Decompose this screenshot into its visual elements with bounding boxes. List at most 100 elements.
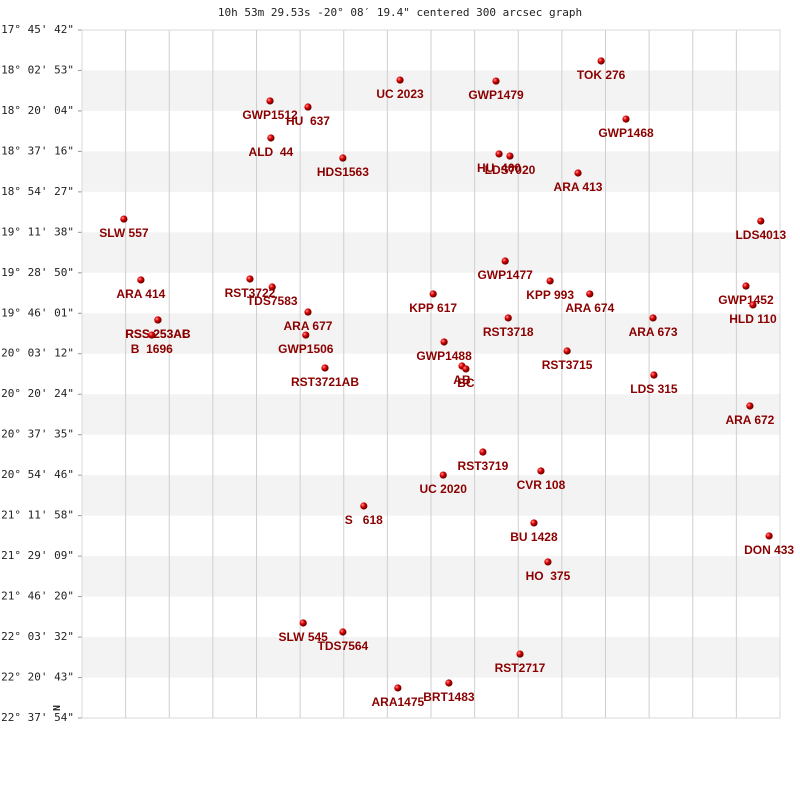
star bbox=[396, 76, 404, 84]
star bbox=[429, 290, 437, 298]
star bbox=[622, 115, 630, 123]
star-label: ARA 413 bbox=[554, 180, 603, 194]
star bbox=[749, 301, 757, 309]
star-label: ALD 44 bbox=[249, 145, 294, 159]
star-label: HLD 110 bbox=[729, 312, 777, 326]
y-tick-label: -22° 20' 43" bbox=[0, 671, 74, 684]
star bbox=[304, 103, 312, 111]
star-label: LDS 315 bbox=[630, 382, 678, 396]
star bbox=[302, 331, 310, 339]
star bbox=[546, 277, 554, 285]
compass-label: N bbox=[52, 705, 63, 711]
star-label: RST3718 bbox=[483, 325, 534, 339]
star bbox=[321, 364, 329, 372]
star bbox=[439, 471, 447, 479]
star bbox=[148, 331, 156, 339]
star-label: GWP1452 bbox=[718, 293, 774, 307]
star bbox=[574, 169, 582, 177]
star-label: KPP 617 bbox=[409, 301, 457, 315]
star bbox=[267, 134, 275, 142]
star-label: BU 1428 bbox=[510, 530, 558, 544]
star bbox=[394, 684, 402, 692]
star bbox=[246, 275, 254, 283]
star-label: TOK 276 bbox=[577, 68, 626, 82]
star bbox=[563, 347, 571, 355]
star-label: BRT1483 bbox=[423, 690, 475, 704]
star-label: GWP1512 bbox=[242, 108, 298, 122]
star-label: RST3722 bbox=[225, 286, 276, 300]
star-label: SLW 557 bbox=[99, 226, 149, 240]
star bbox=[268, 283, 276, 291]
star-label: HO 375 bbox=[526, 569, 571, 583]
star-label: TDS7564 bbox=[318, 639, 369, 653]
star-label: RSS 253AB bbox=[125, 327, 191, 341]
y-tick-label: -19° 11' 38" bbox=[0, 225, 74, 238]
star-label: KPP 993 bbox=[526, 288, 574, 302]
star bbox=[299, 619, 307, 627]
star-label: RST3721AB bbox=[291, 375, 359, 389]
star-label: UC 2023 bbox=[376, 87, 424, 101]
star-label: TDS7583 bbox=[247, 294, 298, 308]
star-label: GWP1477 bbox=[477, 268, 533, 282]
star-label: LDS4013 bbox=[735, 228, 786, 242]
star bbox=[530, 519, 538, 527]
star bbox=[506, 152, 514, 160]
star-label: RST2717 bbox=[495, 661, 546, 675]
y-tick-label: -18° 02' 53" bbox=[0, 63, 74, 76]
star bbox=[504, 314, 512, 322]
star bbox=[154, 316, 162, 324]
grid: -17° 45' 42" -18° 02' 53" -18° 20' 04" -18°… bbox=[0, 23, 781, 724]
star bbox=[649, 314, 657, 322]
star-label: ARA1475 bbox=[371, 695, 424, 709]
star bbox=[495, 150, 503, 158]
star-label: HDS1563 bbox=[317, 165, 369, 179]
star-label: S 618 bbox=[345, 513, 383, 527]
y-tick-label: -20° 20' 24" bbox=[0, 387, 74, 400]
star bbox=[742, 282, 750, 290]
star-label: UC 2020 bbox=[420, 482, 468, 496]
y-tick-label: -20° 37' 35" bbox=[0, 428, 74, 441]
y-tick-label: -19° 28' 50" bbox=[0, 266, 74, 279]
star bbox=[765, 532, 773, 540]
y-tick-label: -18° 20' 04" bbox=[0, 104, 74, 117]
star-label: CVR 108 bbox=[517, 478, 566, 492]
star bbox=[537, 467, 545, 475]
y-tick-label: -18° 37' 16" bbox=[0, 144, 74, 157]
star bbox=[516, 650, 524, 658]
star-label: DON 433 bbox=[744, 543, 794, 557]
star-label: ARA 677 bbox=[284, 319, 333, 333]
star-label: ARA 674 bbox=[565, 301, 614, 315]
y-tick-label: -21° 29' 09" bbox=[0, 549, 74, 562]
star bbox=[597, 57, 605, 65]
y-tick-label: -21° 11' 58" bbox=[0, 509, 74, 522]
star bbox=[445, 679, 453, 687]
star bbox=[360, 502, 368, 510]
y-tick-label: -22° 03' 32" bbox=[0, 630, 74, 643]
star bbox=[650, 371, 658, 379]
star bbox=[137, 276, 145, 284]
star-label: GWP1506 bbox=[278, 342, 334, 356]
star-label: B 1696 bbox=[131, 342, 173, 356]
star bbox=[746, 402, 754, 410]
star bbox=[586, 290, 594, 298]
star-label: GWP1479 bbox=[468, 88, 524, 102]
star bbox=[462, 365, 470, 373]
star-label: HU 637 bbox=[286, 114, 330, 128]
star bbox=[304, 308, 312, 316]
star bbox=[479, 448, 487, 456]
star-label: LDS7020 bbox=[485, 163, 536, 177]
star bbox=[757, 217, 765, 225]
star-label: RST3715 bbox=[542, 358, 593, 372]
star-label: GWP1468 bbox=[598, 126, 654, 140]
y-tick-label: -19° 46' 01" bbox=[0, 306, 74, 319]
star-label: HU 460 bbox=[477, 161, 521, 175]
star-label: ARA 672 bbox=[725, 413, 774, 427]
star bbox=[339, 154, 347, 162]
y-tick-label: -17° 45' 42" bbox=[0, 23, 74, 36]
star bbox=[501, 257, 509, 265]
star bbox=[266, 97, 274, 105]
star bbox=[339, 628, 347, 636]
star-label: BC bbox=[457, 376, 475, 390]
